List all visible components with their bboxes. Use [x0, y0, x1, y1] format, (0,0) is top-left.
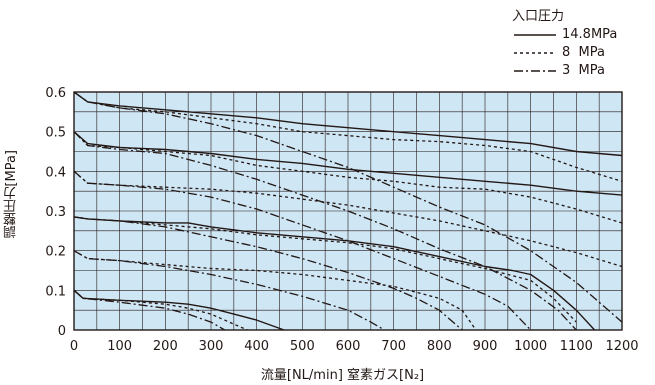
x-tick-label: 1100: [560, 339, 593, 354]
legend-entry-dotted: 8 MPa: [512, 44, 652, 62]
legend-entry-solid: 14.8MPa: [512, 26, 652, 44]
series-lines: [73, 91, 623, 331]
x-tick-label: 500: [290, 339, 315, 354]
x-tick-label: 900: [473, 339, 498, 354]
legend-title: 入口圧力: [512, 9, 565, 24]
series-line-dashdot-15: [73, 289, 226, 331]
y-tick-labels: 0 0.1 0.2 0.3 0.4 0.5 0.6: [45, 86, 66, 339]
x-tick-label: 100: [107, 339, 132, 354]
legend-entry-dashdot: 3 MPa: [512, 62, 652, 80]
series-line-dashdot-2: [73, 91, 623, 323]
x-tick-label: 600: [336, 339, 361, 354]
legend-label-solid: 14.8MPa: [562, 27, 618, 42]
series-line-solid-3: [73, 131, 623, 196]
y-tick-label: 0.1: [45, 284, 66, 299]
series-line-dotted-6: [73, 170, 623, 268]
x-tick-label: 300: [199, 339, 224, 354]
y-tick-label: 0.5: [45, 126, 66, 141]
x-tick-label: 1000: [514, 339, 547, 354]
y-tick-label: 0: [58, 324, 66, 339]
x-tick-label: 200: [153, 339, 178, 354]
legend-swatch-dotted: [514, 52, 556, 54]
x-tick-label: 400: [244, 339, 269, 354]
x-tick-label: 700: [381, 339, 406, 354]
legend: 入口圧力 14.8MPa 8 MPa 3 MPa: [512, 8, 652, 80]
series-line-dashdot-12: [73, 250, 385, 331]
legend-swatch-dashdot: [514, 70, 556, 72]
series-line-dotted-9: [73, 216, 577, 323]
y-tick-label: 0.6: [45, 86, 66, 101]
series-line-dashdot-10: [73, 216, 463, 331]
y-axis-label: 調整圧力[MPa]: [4, 150, 19, 239]
x-tick-label: 800: [427, 339, 452, 354]
series-line-dashdot-5: [73, 131, 577, 331]
legend-label-dashdot: 3 MPa: [562, 63, 605, 78]
series-line-solid-0: [73, 91, 623, 157]
x-tick-label: 1200: [605, 339, 638, 354]
series-line-dotted-4: [73, 131, 623, 224]
y-tick-label: 0.4: [45, 165, 66, 180]
x-tick-label: 0: [70, 339, 78, 354]
y-tick-label: 0.2: [45, 245, 66, 260]
x-tick-labels: 0 100 200 300 400 500 600 700 800 900 1000 1100 1200: [70, 339, 639, 354]
legend-swatch-solid: [514, 34, 556, 36]
x-axis-label: 流量[NL/min] 窒素ガス[N₂]: [260, 368, 425, 383]
series-line-solid-8: [73, 216, 596, 331]
series-line-dashdot-7: [73, 170, 532, 331]
legend-label-dotted: 8 MPa: [562, 45, 605, 60]
plot-frame: [73, 91, 623, 331]
y-tick-label: 0.3: [45, 205, 66, 220]
